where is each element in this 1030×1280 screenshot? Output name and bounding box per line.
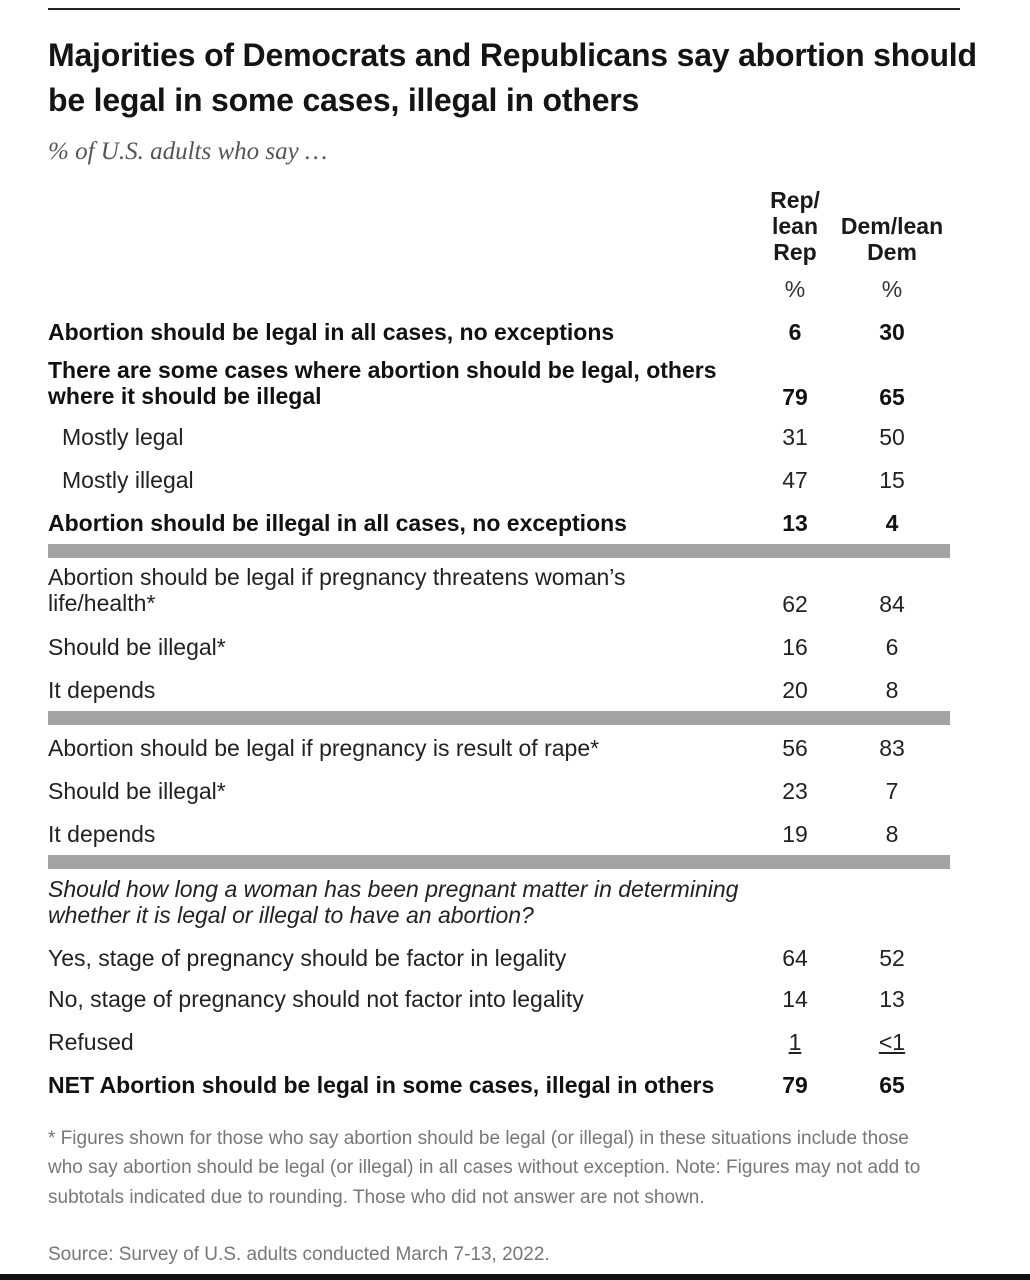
section-divider	[48, 711, 950, 725]
row-label: Yes, stage of pregnancy should be factor…	[48, 945, 567, 971]
cell-rep: 14	[782, 986, 808, 1012]
cell-rep: 31	[782, 424, 808, 450]
row-label: It depends	[48, 677, 156, 703]
top-rule	[48, 8, 960, 10]
column-header-rep: Rep/ lean Rep	[770, 187, 820, 265]
column-unit-rep: %	[784, 276, 806, 302]
cell-dem: 83	[879, 735, 905, 761]
row-label: Abortion should be illegal in all cases,…	[48, 510, 627, 536]
row-label: Mostly legal	[62, 424, 184, 450]
cell-dem: 30	[879, 319, 905, 345]
cell-rep: 23	[782, 778, 808, 804]
cell-rep: 20	[782, 677, 808, 703]
cell-dem: 50	[879, 424, 905, 450]
cell-dem: 52	[879, 945, 905, 971]
cell-dem: 84	[879, 591, 905, 617]
chart-subtitle: % of U.S. adults who say …	[48, 138, 328, 165]
row-label: There are some cases where abortion shou…	[48, 357, 717, 409]
cell-rep: 16	[782, 634, 808, 660]
row-label: Abortion should be legal if pregnancy is…	[48, 735, 600, 761]
cell-dem: 6	[885, 634, 899, 660]
cell-rep: 47	[782, 467, 808, 493]
row-label: Abortion should be legal if pregnancy th…	[48, 564, 626, 616]
column-header-dem: Dem/lean Dem	[840, 213, 944, 265]
cell-dem: 65	[879, 384, 905, 410]
cell-dem: 8	[885, 821, 899, 847]
row-label: Refused	[48, 1029, 134, 1055]
question-label: Should how long a woman has been pregnan…	[48, 876, 739, 928]
cell-dem: 4	[885, 510, 899, 536]
cell-rep: 64	[782, 945, 808, 971]
cell-rep: 79	[782, 1072, 808, 1098]
bottom-rule	[0, 1274, 1030, 1280]
row-label: No, stage of pregnancy should not factor…	[48, 986, 584, 1012]
cell-dem: 15	[879, 467, 905, 493]
cell-rep: 6	[788, 319, 802, 345]
section-divider	[48, 855, 950, 869]
cell-rep: 1	[788, 1029, 802, 1055]
source-note: Source: Survey of U.S. adults conducted …	[48, 1244, 550, 1265]
cell-dem: 13	[879, 986, 905, 1012]
cell-rep: 13	[782, 510, 808, 536]
row-label: Abortion should be legal in all cases, n…	[48, 319, 615, 345]
chart-title: Majorities of Democrats and Republicans …	[48, 37, 977, 118]
cell-dem: 65	[879, 1072, 905, 1098]
section-divider	[48, 544, 950, 558]
footnote: * Figures shown for those who say aborti…	[48, 1128, 921, 1208]
cell-rep: 62	[782, 591, 808, 617]
column-unit-dem: %	[881, 276, 903, 302]
cell-rep: 56	[782, 735, 808, 761]
cell-dem: <1	[878, 1029, 906, 1055]
row-label: Should be illegal*	[48, 778, 226, 804]
row-label: NET Abortion should be legal in some cas…	[48, 1072, 715, 1098]
cell-rep: 19	[782, 821, 808, 847]
row-label: Mostly illegal	[62, 467, 194, 493]
row-label: Should be illegal*	[48, 634, 226, 660]
cell-rep: 79	[782, 384, 808, 410]
cell-dem: 7	[885, 778, 899, 804]
row-label: It depends	[48, 821, 156, 847]
cell-dem: 8	[885, 677, 899, 703]
